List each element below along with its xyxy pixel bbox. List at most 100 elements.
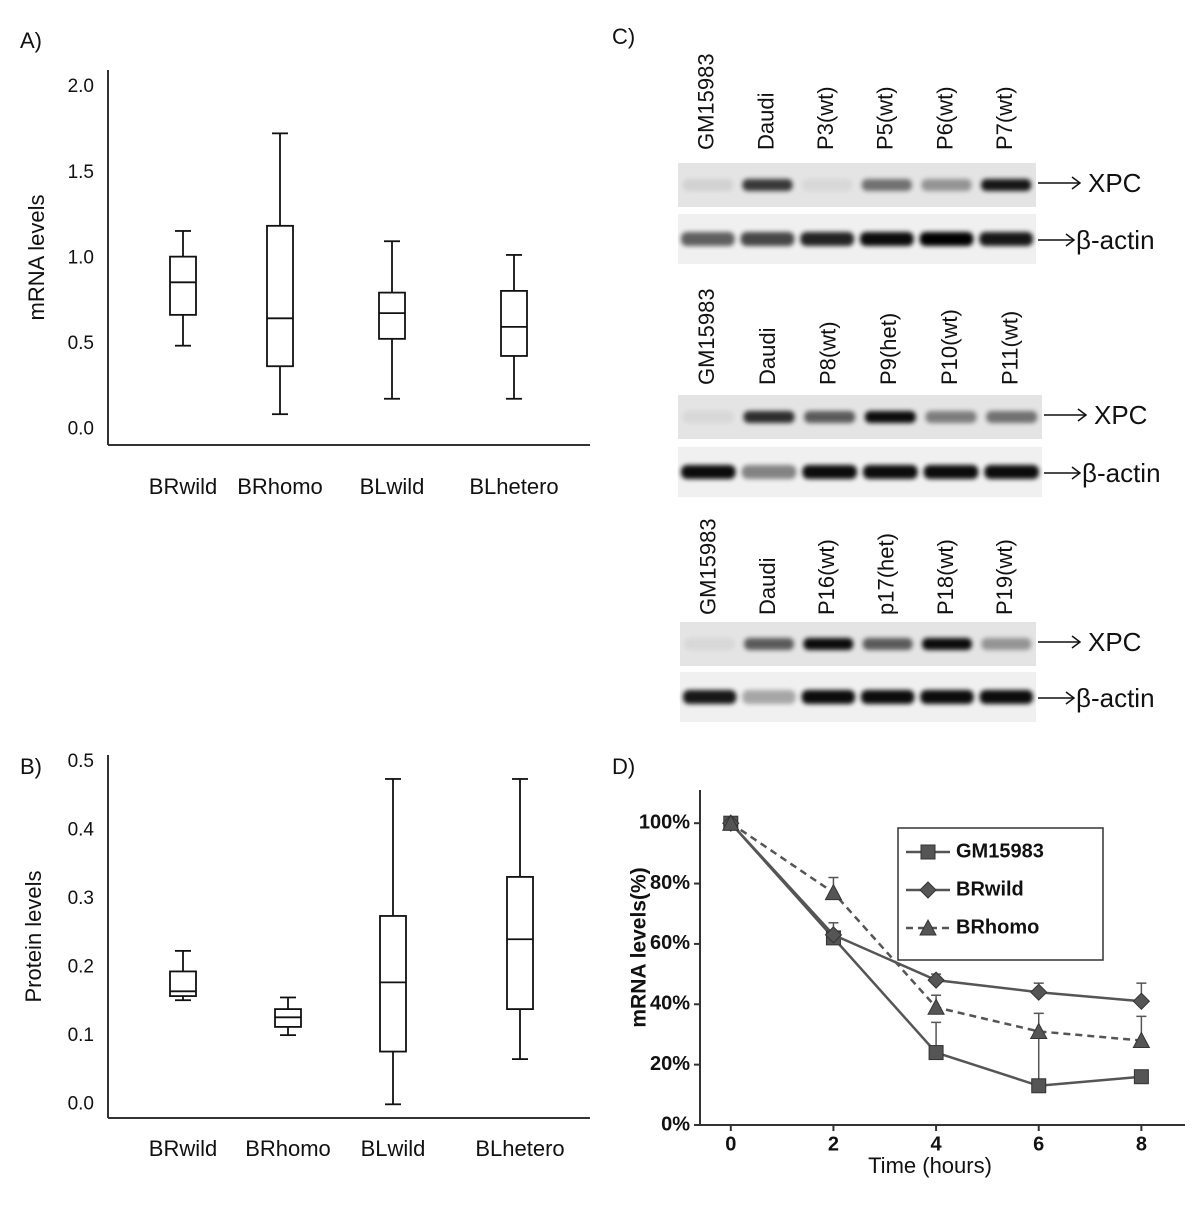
- legend-marker: [919, 881, 937, 899]
- arrow-head: [1071, 635, 1082, 649]
- y-tick-label: 0.5: [68, 333, 94, 354]
- legend-marker: [920, 844, 936, 860]
- band: [984, 465, 1039, 479]
- band: [920, 690, 974, 704]
- lane-label: GM15983: [694, 288, 719, 385]
- marker: [927, 971, 945, 989]
- band: [922, 638, 972, 650]
- band: [925, 411, 977, 423]
- y-tick-label: 60%: [650, 932, 690, 954]
- y-tick-label: 2.0: [68, 76, 94, 97]
- x-tick-label: BLwild: [360, 474, 425, 499]
- band-label: XPC: [1094, 400, 1147, 430]
- y-axis-label: Protein levels: [21, 870, 46, 1002]
- y-tick-label: 40%: [650, 993, 690, 1015]
- marker: [927, 998, 945, 1015]
- marker: [824, 883, 843, 901]
- marker: [721, 814, 740, 831]
- band: [979, 690, 1034, 704]
- blot-strip: [678, 447, 1042, 497]
- lane-label: P6(wt): [932, 86, 957, 150]
- box: [169, 255, 197, 316]
- arrow-head: [1071, 176, 1082, 190]
- y-tick-label: 0%: [661, 1113, 690, 1135]
- panel-label: A): [20, 28, 42, 53]
- x-tick-label: BLhetero: [469, 474, 558, 499]
- blot-strip: [678, 163, 1036, 207]
- x-tick-label: 6: [1033, 1133, 1044, 1155]
- band: [804, 411, 856, 423]
- lane-label: p17(het): [873, 533, 898, 615]
- legend-marker: [919, 918, 937, 936]
- y-axis-label: mRNA levels(%): [628, 867, 651, 1027]
- y-tick-label: 1.0: [68, 247, 94, 268]
- box: [500, 289, 528, 357]
- band: [981, 179, 1032, 191]
- y-tick-label: 100%: [639, 811, 690, 833]
- lane-label: P5(wt): [873, 86, 898, 150]
- arrow-head: [1065, 233, 1076, 247]
- band: [741, 465, 797, 479]
- marker: [1030, 983, 1048, 1001]
- band: [742, 690, 796, 704]
- box: [506, 876, 534, 1011]
- panel-label: C): [612, 24, 635, 49]
- x-tick-label: BLhetero: [475, 1136, 564, 1161]
- band-label: XPC: [1088, 627, 1141, 657]
- y-tick-label: 80%: [650, 872, 690, 894]
- y-tick-label: 0.0: [68, 419, 94, 440]
- y-tick-label: 0.0: [68, 1093, 94, 1114]
- band: [743, 411, 795, 423]
- y-tick-label: 0.4: [68, 819, 95, 840]
- band-label: XPC: [1088, 168, 1141, 198]
- blot-strip: [678, 214, 1036, 264]
- x-tick-label: BLwild: [361, 1136, 426, 1161]
- arrow-head: [1065, 691, 1076, 705]
- band: [682, 690, 737, 704]
- x-tick-label: BRhomo: [237, 474, 323, 499]
- marker: [1029, 1022, 1048, 1039]
- blot-strip: [678, 395, 1042, 439]
- y-tick-label: 0.5: [68, 751, 94, 772]
- blot-strip: [680, 622, 1036, 666]
- arrow-head: [1077, 408, 1088, 422]
- band-label: β-actin: [1076, 225, 1155, 255]
- band: [862, 638, 913, 650]
- lane-label: Daudi: [755, 558, 780, 615]
- lane-label: Daudi: [755, 328, 780, 385]
- x-tick-label: BRhomo: [245, 1136, 331, 1161]
- y-tick-label: 0.1: [68, 1025, 94, 1046]
- x-tick-label: 4: [931, 1133, 943, 1155]
- lane-label: P3(wt): [813, 86, 838, 150]
- marker: [928, 1045, 944, 1061]
- lane-label: P10(wt): [937, 309, 962, 385]
- band: [684, 638, 735, 650]
- band: [864, 411, 916, 423]
- band: [802, 465, 857, 479]
- legend-label: BRwild: [956, 878, 1024, 900]
- lane-label: P7(wt): [992, 86, 1017, 150]
- lane-label: Daudi: [753, 93, 778, 150]
- band: [682, 179, 733, 191]
- box: [169, 970, 197, 997]
- box: [266, 224, 294, 368]
- box: [378, 291, 406, 340]
- band: [859, 232, 914, 246]
- marker: [1132, 1031, 1151, 1048]
- lane-label: GM15983: [694, 53, 719, 150]
- marker: [1132, 992, 1151, 1010]
- band: [861, 179, 912, 191]
- x-tick-label: 2: [828, 1133, 839, 1155]
- lane-label: P18(wt): [933, 539, 958, 615]
- band: [680, 232, 735, 246]
- band: [986, 411, 1038, 423]
- y-tick-label: 20%: [650, 1053, 690, 1075]
- band-label: β-actin: [1076, 683, 1155, 713]
- band: [800, 232, 855, 246]
- lane-label: P8(wt): [815, 321, 840, 385]
- band: [742, 179, 793, 191]
- band: [740, 232, 795, 246]
- x-tick-label: 8: [1136, 1133, 1147, 1155]
- legend-label: GM15983: [956, 840, 1044, 862]
